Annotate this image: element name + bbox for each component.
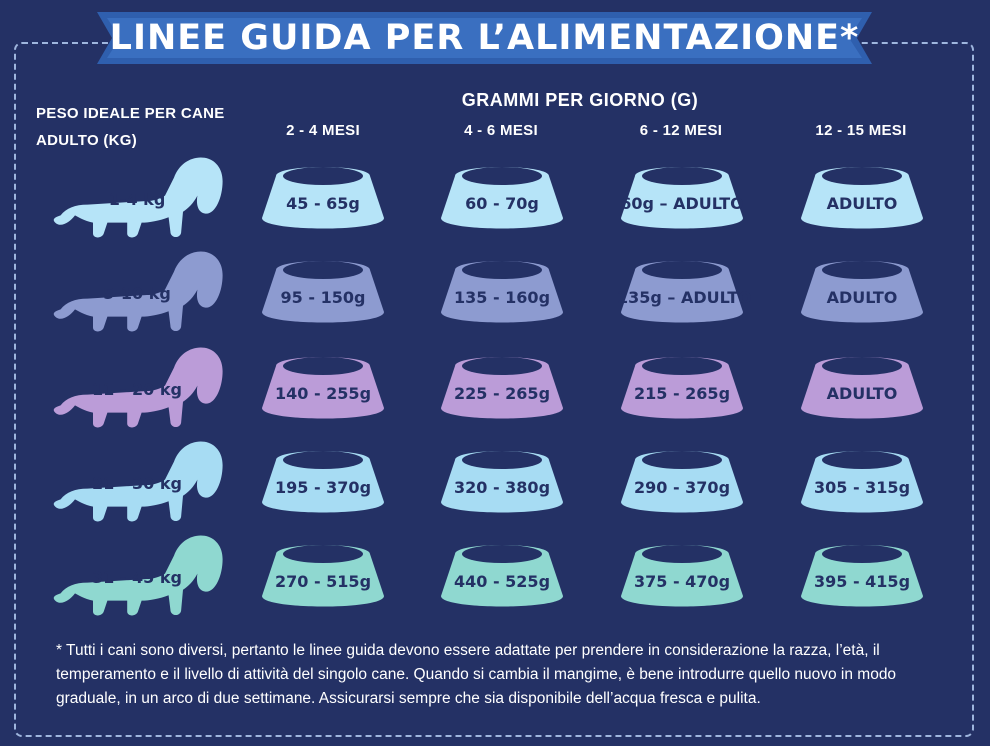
bowl-grams-label: ADULTO (826, 194, 898, 213)
dog-weight-label: 21 - 30 kg (92, 474, 182, 493)
bowl-grams-label: 375 - 470g (633, 572, 731, 591)
food-bowl: 60 - 70g (437, 158, 567, 230)
bowl-grams-label: 320 - 380g (453, 478, 551, 497)
dog-silhouette: 31 - 45 kg (48, 518, 228, 622)
food-bowl: 215 - 265g (617, 348, 747, 420)
food-bowl: 320 - 380g (437, 442, 567, 514)
bowl-grams-label: 305 - 315g (813, 478, 911, 497)
bowl-grams-label: 60 - 70g (465, 194, 539, 213)
bowl-grams-label: 215 - 265g (633, 384, 731, 403)
bowl-icon (621, 357, 743, 419)
column-header-4: 12 - 15 MESI (815, 122, 907, 139)
bowl-grams-label: 225 - 265g (453, 384, 551, 403)
bowl-grams-label: 45 - 65g (286, 194, 360, 213)
bowl-grams-label: 135g – ADULTO (617, 288, 752, 307)
food-bowl: 95 - 150g (258, 252, 388, 324)
food-bowl: 395 - 415g (797, 536, 927, 608)
bowl-icon (262, 451, 384, 513)
food-bowl: 135g – ADULTO (617, 252, 752, 324)
bowl-grams-label: 60g – ADULTO (620, 194, 744, 213)
dog-silhouette: 21 - 30 kg (48, 424, 228, 528)
dog-weight-label: 1-4 kg (108, 190, 166, 209)
bowl-icon (262, 167, 384, 229)
bowl-icon (801, 357, 923, 419)
food-bowl: ADULTO (797, 158, 927, 230)
bowl-icon (441, 261, 563, 323)
bowl-icon (262, 261, 384, 323)
bowl-icon (801, 167, 923, 229)
title-banner: LINEE GUIDA PER L’ALIMENTAZIONE* (97, 6, 872, 70)
dog-silhouette: 11 - 20 kg (48, 330, 228, 434)
food-bowl: 45 - 65g (258, 158, 388, 230)
dog-silhouette: 5-10 kg (48, 234, 228, 338)
bowl-icon (801, 545, 923, 607)
food-bowl: 195 - 370g (258, 442, 388, 514)
bowl-icon (441, 545, 563, 607)
column-header-1: 2 - 4 MESI (286, 122, 360, 139)
bowl-icon (262, 357, 384, 419)
page-title: LINEE GUIDA PER L’ALIMENTAZIONE* (109, 18, 860, 58)
bowl-grams-label: 395 - 415g (813, 572, 911, 591)
bowl-grams-label: 290 - 370g (633, 478, 731, 497)
food-bowl: 140 - 255g (258, 348, 388, 420)
grams-header: GRAMMI PER GIORNO (G) (461, 90, 699, 110)
bowl-icon (262, 545, 384, 607)
food-bowl: ADULTO (797, 348, 927, 420)
bowl-icon (621, 261, 743, 323)
column-header-3: 6 - 12 MESI (639, 122, 723, 139)
dog-icon (53, 251, 223, 332)
bowl-grams-label: ADULTO (826, 384, 898, 403)
food-bowl: 440 - 525g (437, 536, 567, 608)
bowl-grams-label: 140 - 255g (274, 384, 372, 403)
bowl-grams-label: 95 - 150g (280, 288, 366, 307)
dog-weight-label: 5-10 kg (103, 284, 171, 303)
food-bowl: 225 - 265g (437, 348, 567, 420)
bowl-icon (441, 167, 563, 229)
bowl-icon (801, 261, 923, 323)
bowl-icon (621, 451, 743, 513)
bowl-grams-label: 270 - 515g (274, 572, 372, 591)
dog-icon (53, 535, 223, 616)
dog-icon (53, 441, 223, 522)
bowl-icon (441, 451, 563, 513)
food-bowl: 305 - 315g (797, 442, 927, 514)
bowl-grams-label: 135 - 160g (453, 288, 551, 307)
food-bowl: 60g – ADULTO (617, 158, 747, 230)
bowl-icon (801, 451, 923, 513)
bowl-icon (621, 545, 743, 607)
food-bowl: 270 - 515g (258, 536, 388, 608)
dog-silhouette: 1-4 kg (48, 140, 228, 244)
food-bowl: ADULTO (797, 252, 927, 324)
dog-weight-label: 31 - 45 kg (92, 568, 182, 587)
bowl-icon (441, 357, 563, 419)
food-bowl: 135 - 160g (437, 252, 567, 324)
bowl-grams-label: 195 - 370g (274, 478, 372, 497)
column-header-2: 4 - 6 MESI (464, 122, 538, 139)
weight-header: PESO IDEALE PER CANE ADULTO (KG) (36, 105, 225, 149)
dog-icon (53, 347, 223, 428)
footnote: * Tutti i cani sono diversi, pertanto le… (56, 642, 897, 707)
dog-weight-label: 11 - 20 kg (92, 380, 182, 399)
dog-icon (53, 157, 223, 238)
food-bowl: 375 - 470g (617, 536, 747, 608)
food-bowl: 290 - 370g (617, 442, 747, 514)
bowl-icon (621, 167, 743, 229)
banner-ribbon-icon (97, 12, 872, 64)
bowl-grams-label: 440 - 525g (453, 572, 551, 591)
bowl-grams-label: ADULTO (826, 288, 898, 307)
